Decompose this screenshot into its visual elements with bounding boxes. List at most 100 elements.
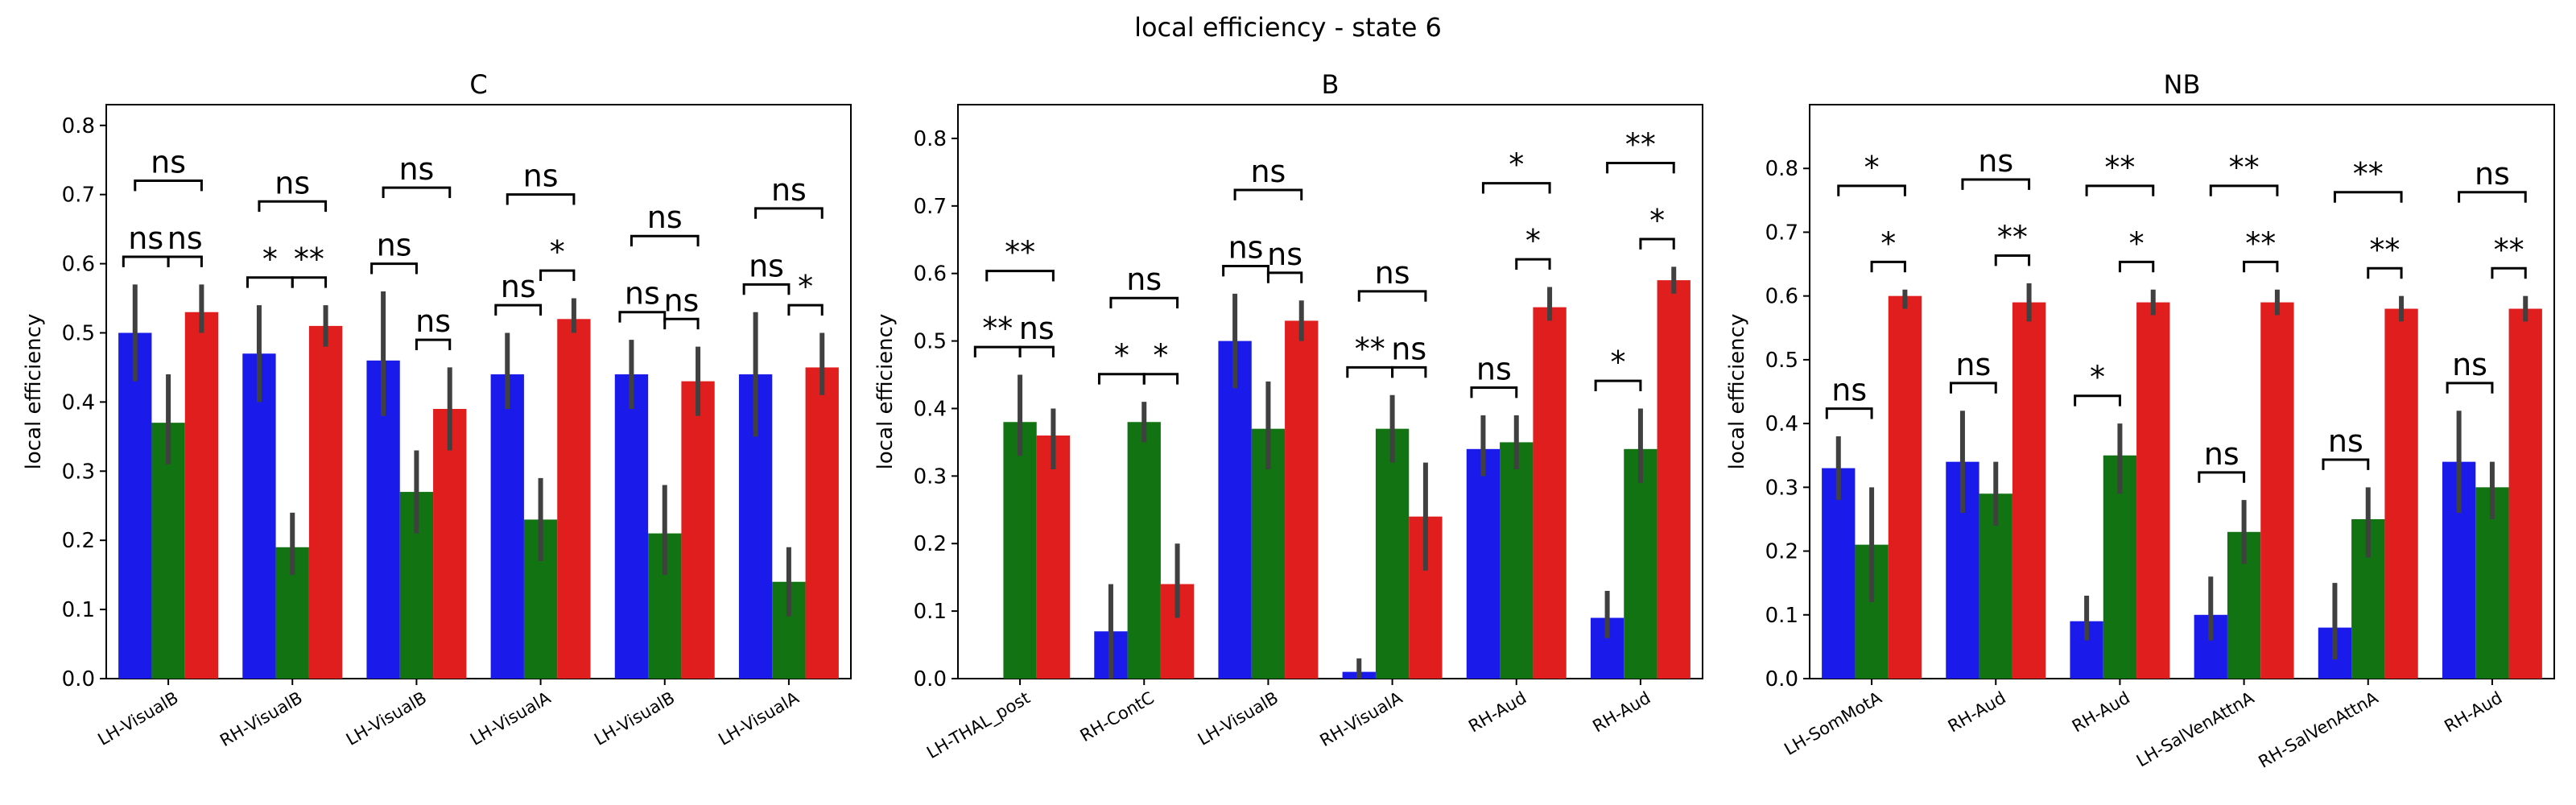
axes-frame [957, 104, 1703, 679]
significance-bracket [539, 269, 576, 282]
significance-bracket [754, 207, 824, 219]
significance-bracket [1515, 258, 1551, 270]
significance-label: ns [377, 228, 412, 263]
significance-label: ** [1355, 331, 1385, 366]
significance-bracket [246, 276, 294, 288]
y-tick-label: 0.1 [1765, 604, 1798, 628]
significance-label: ** [2229, 150, 2260, 185]
significance-bracket [630, 234, 700, 247]
x-tick-label: RH-Aud [1945, 688, 2009, 737]
significance-label: ns [2452, 347, 2487, 382]
significance-label: * [1153, 338, 1168, 374]
significance-label: ns [128, 221, 163, 256]
significance-bracket [1097, 373, 1146, 385]
significance-label: ns [1126, 262, 1162, 297]
panel-title: C [469, 69, 487, 100]
bar [681, 381, 715, 679]
x-tick-label: RH-SalVenAttnA [2256, 687, 2382, 772]
significance-bracket [618, 311, 667, 323]
figure-suptitle: local efficiency - state 6 [1134, 12, 1442, 43]
significance-bracket [663, 317, 700, 330]
bar [1466, 448, 1501, 679]
bar [1127, 422, 1161, 679]
significance-bracket [1994, 254, 2031, 266]
bar [1624, 448, 1657, 679]
significance-label: ns [275, 165, 310, 200]
bar [1657, 280, 1690, 679]
y-tick-label: 0.4 [62, 390, 95, 415]
significance-bracket [985, 270, 1055, 282]
significance-label: ns [1476, 351, 1512, 386]
y-tick-label: 0.6 [914, 262, 947, 287]
significance-label: * [2090, 360, 2105, 395]
significance-bracket [2367, 266, 2403, 279]
significance-label: ns [398, 151, 434, 187]
significance-bracket [415, 338, 452, 350]
bar [1036, 436, 1071, 679]
significance-label: ns [1019, 311, 1055, 346]
significance-label: * [1525, 223, 1541, 258]
panel-title: B [1322, 69, 1340, 100]
bar [308, 325, 343, 679]
significance-label: * [262, 242, 278, 277]
significance-label: * [1880, 225, 1896, 261]
significance-bracket [1142, 373, 1179, 385]
x-tick-label: LH-VisualB [95, 688, 182, 749]
significance-label: ns [415, 303, 451, 339]
y-tick-label: 0.0 [914, 667, 947, 691]
x-tick-label: RH-Aud [1465, 688, 1530, 737]
significance-label: ** [2245, 225, 2276, 261]
significance-bracket [122, 255, 170, 267]
significance-bracket [2198, 471, 2246, 483]
bar [805, 367, 839, 679]
bar [2260, 302, 2294, 679]
bar [2012, 302, 2046, 679]
significance-label: ns [2204, 436, 2240, 472]
y-tick-label: 0.2 [914, 532, 947, 556]
significance-label: ns [1978, 143, 2013, 179]
x-tick-label: RH-VisualB [217, 688, 306, 751]
y-tick-label: 0.6 [1765, 285, 1798, 309]
y-tick-label: 0.7 [1765, 221, 1798, 245]
y-tick-label: 0.6 [62, 253, 95, 277]
significance-bracket [742, 283, 791, 295]
bar [2508, 308, 2542, 679]
significance-label: ns [167, 221, 203, 256]
significance-bracket [370, 262, 418, 275]
significance-label: * [1114, 338, 1129, 374]
bar [433, 408, 467, 679]
significance-bracket [2209, 184, 2279, 196]
significance-bracket [1949, 382, 1997, 394]
y-tick-label: 0.5 [62, 321, 95, 345]
y-tick-label: 0.4 [1765, 412, 1798, 436]
significance-bracket [1470, 386, 1518, 398]
significance-label: ns [1267, 237, 1302, 272]
significance-label: ns [1250, 154, 1286, 189]
y-tick-label: 0.3 [62, 460, 95, 484]
bar [614, 374, 649, 679]
significance-label: * [1509, 147, 1524, 183]
significance-bracket [1825, 407, 1873, 419]
significance-label: ** [2494, 232, 2524, 267]
significance-bracket [2446, 382, 2494, 394]
bar [1500, 442, 1534, 679]
x-tick-label: LH-SomMotA [1781, 687, 1885, 759]
bar [1218, 341, 1252, 679]
bar [1888, 295, 1922, 679]
panel-title: NB [2164, 69, 2201, 100]
significance-label: ns [1831, 373, 1867, 408]
bar [1251, 428, 1286, 679]
significance-label: ** [1005, 235, 1035, 270]
bar [1375, 428, 1410, 679]
significance-label: * [2129, 225, 2145, 261]
y-tick-label: 0.2 [62, 529, 95, 553]
y-tick-label: 0.3 [914, 464, 947, 489]
significance-label: ns [771, 172, 807, 208]
bar [2384, 308, 2418, 679]
significance-bracket [506, 193, 576, 205]
significance-bracket [134, 179, 203, 192]
bar [490, 374, 524, 679]
significance-label: * [550, 234, 565, 270]
